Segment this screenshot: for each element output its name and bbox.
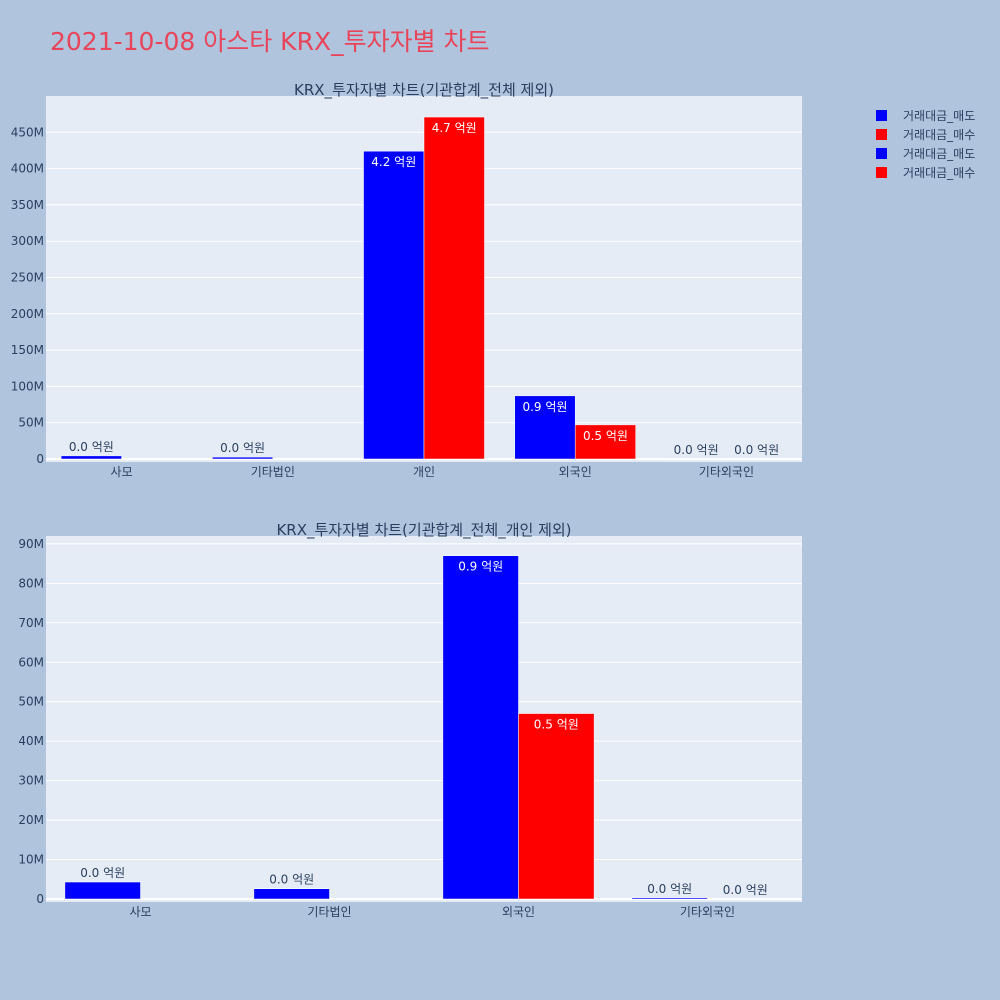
legend-item[interactable]: 거래대금_매수 [876,125,975,144]
legend-swatch [876,167,887,178]
bar [64,881,141,900]
y-tick-label: 40M [18,734,44,748]
legend-label: 거래대금_매도 [903,147,976,161]
legend-label: 거래대금_매수 [903,128,976,142]
y-tick-label: 0 [36,452,44,466]
bar [363,150,425,460]
bar [518,713,595,900]
y-tick-label: 60M [18,655,44,669]
data-label: 4.2 억원 [371,155,416,169]
x-tick-label: 외국인 [559,465,592,479]
y-tick-label: 100M [11,379,44,393]
plot-area [46,536,802,902]
x-tick-label: 개인 [413,465,435,479]
legend-swatch [876,110,887,121]
data-label: 0.0 억원 [69,440,114,454]
y-tick-label: 350M [11,198,44,212]
y-tick-label: 450M [11,125,44,139]
data-label: 0.0 억원 [220,441,265,455]
data-label: 0.0 억원 [674,443,719,457]
bar [60,455,122,460]
legend-item[interactable]: 거래대금_매도 [876,106,975,125]
y-tick-label: 300M [11,234,44,248]
y-tick-label: 200M [11,307,44,321]
data-label: 0.0 억원 [269,873,314,887]
chart-title: KRX_투자자별 차트(기관합계_전체_개인 제외) [276,521,571,540]
x-tick-label: 기타법인 [251,465,295,479]
data-label: 0.0 억원 [734,443,779,457]
legend[interactable]: 거래대금_매도 거래대금_매수 거래대금_매도 거래대금_매수 [876,106,975,182]
y-tick-label: 70M [18,616,44,630]
y-tick-label: 10M [18,853,44,867]
data-label: 0.9 억원 [458,560,503,574]
data-label: 0.0 억원 [80,866,125,880]
x-tick-label: 사모 [111,465,133,479]
data-label: 0.0 억원 [723,883,768,897]
bar [574,424,636,460]
legend-swatch [876,129,887,140]
x-tick-label: 사모 [129,905,151,919]
y-tick-label: 250M [11,271,44,285]
y-tick-label: 30M [18,774,44,788]
data-label: 4.7 억원 [432,121,477,135]
legend-label: 거래대금_매수 [903,166,976,180]
x-tick-label: 외국인 [502,905,535,919]
bar [423,116,485,460]
y-tick-label: 150M [11,343,44,357]
y-tick-label: 80M [18,576,44,590]
data-label: 0.0 억원 [647,882,692,896]
chart-title: KRX_투자자별 차트(기관합계_전체 제외) [294,81,554,100]
y-tick-label: 400M [11,162,44,176]
bar [514,395,576,460]
x-tick-label: 기타법인 [307,905,351,919]
bar [442,555,519,900]
y-tick-label: 90M [18,537,44,551]
data-label: 0.9 억원 [522,400,567,414]
legend-item[interactable]: 거래대금_매도 [876,144,975,163]
bar [631,897,708,900]
legend-label: 거래대금_매도 [903,109,976,123]
legend-swatch [876,148,887,159]
page-title: 2021-10-08 아스타 KRX_투자자별 차트 [50,27,490,56]
x-tick-label: 기타외국인 [699,465,754,479]
data-label: 0.5 억원 [534,718,579,732]
bar [253,888,330,900]
data-label: 0.5 억원 [583,429,628,443]
bar [212,456,274,460]
legend-item[interactable]: 거래대금_매수 [876,163,975,182]
y-tick-label: 50M [18,695,44,709]
x-tick-label: 기타외국인 [680,905,735,919]
y-tick-label: 0 [36,892,44,906]
y-tick-label: 20M [18,813,44,827]
y-tick-label: 50M [18,416,44,430]
